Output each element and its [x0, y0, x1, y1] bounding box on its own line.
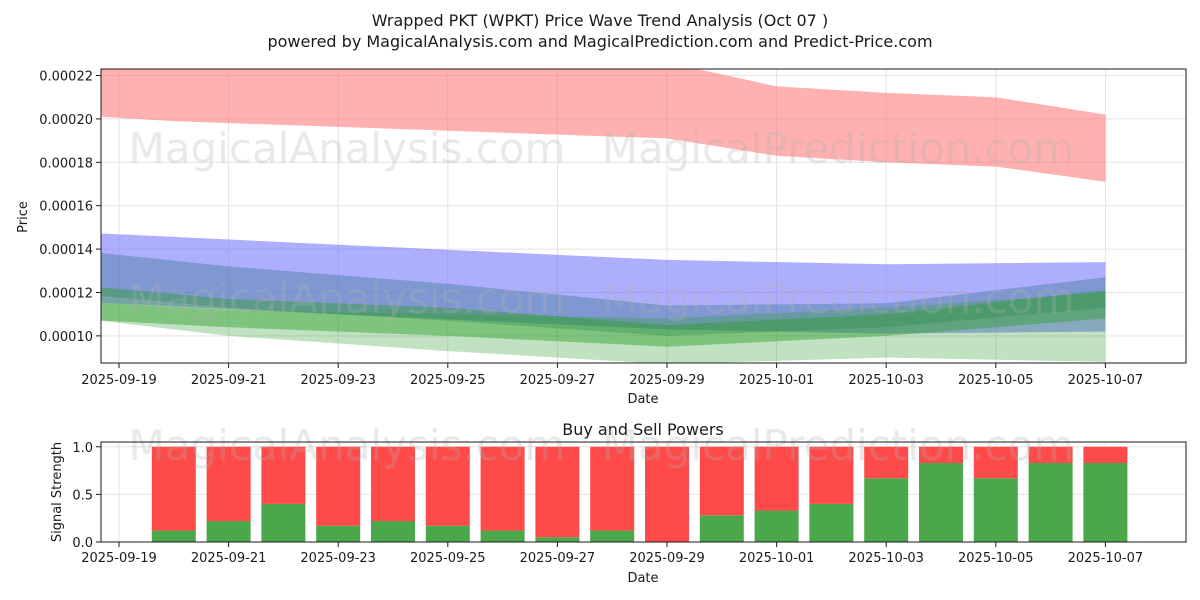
sell-bar	[535, 446, 580, 538]
buy-bar	[1028, 462, 1073, 542]
signal-x-tick-label: 2025-10-05	[958, 551, 1034, 566]
price-watermarks: MagicalAnalysis.com MagicalPrediction.co…	[129, 124, 1075, 323]
sell-bar	[699, 446, 744, 516]
signal-x-ticks: 2025-09-19 2025-09-21 2025-09-23 2025-09-25…	[81, 542, 1143, 566]
sell-bar	[809, 446, 854, 504]
buy-bar	[1083, 462, 1128, 542]
sell-bar	[151, 446, 196, 531]
price-x-ticks: 2025-09-19 2025-09-21 2025-09-23 2025-09-25…	[81, 363, 1143, 388]
buy-bar	[699, 515, 744, 542]
price-axes-frame	[100, 68, 1187, 364]
signal-panel: Buy and Sell Powers MagicalAnalysis.com …	[50, 420, 1187, 586]
buy-bar	[919, 462, 963, 542]
buy-bar	[535, 537, 580, 542]
buy-bar	[206, 521, 251, 542]
sell-bar	[590, 446, 635, 531]
price-y-tick-label: 0.00010	[39, 330, 93, 345]
signal-bars	[151, 446, 1128, 542]
sell-bar	[973, 446, 1018, 479]
sell-bar	[1083, 446, 1128, 463]
price-x-tick-label: 2025-10-01	[739, 373, 815, 388]
buy-bar	[590, 530, 635, 542]
signal-x-tick-label: 2025-09-29	[629, 551, 705, 566]
price-y-tick-label: 0.00022	[39, 70, 93, 85]
sell-bar	[206, 446, 251, 522]
chart-subtitle: powered by MagicalAnalysis.com and Magic…	[267, 32, 932, 51]
price-x-label: Date	[627, 392, 658, 407]
price-x-tick-label: 2025-09-19	[81, 373, 157, 388]
buy-bar	[371, 521, 415, 542]
watermark-analysis-2: MagicalAnalysis.com	[129, 274, 566, 323]
signal-x-tick-label: 2025-09-21	[191, 551, 267, 566]
sell-bar	[864, 446, 909, 479]
buy-bar	[754, 510, 799, 542]
price-y-tick-label: 0.00018	[39, 156, 93, 171]
buy-bar	[809, 503, 854, 542]
signal-y-tick-label: 1.0	[72, 441, 93, 456]
signal-x-tick-label: 2025-10-03	[848, 551, 924, 566]
price-x-tick-label: 2025-09-27	[520, 373, 596, 388]
buy-bar	[480, 530, 525, 542]
price-x-tick-label: 2025-10-07	[1068, 373, 1144, 388]
buy-bar	[864, 478, 909, 542]
buy-bar	[261, 503, 306, 542]
price-x-tick-label: 2025-09-25	[410, 373, 486, 388]
price-y-tick-label: 0.00012	[39, 286, 93, 301]
watermark-analysis: MagicalAnalysis.com	[129, 124, 566, 173]
signal-y-tick-label: 0.0	[72, 536, 93, 551]
band-teal_wave	[101, 252, 1106, 336]
signal-title: Buy and Sell Powers	[562, 420, 724, 439]
price-wave-bands	[101, 69, 1106, 363]
price-x-tick-label: 2025-09-29	[629, 373, 705, 388]
signal-x-label: Date	[627, 571, 658, 586]
band-green_wave_core	[101, 287, 1106, 347]
band-blue_wave	[101, 233, 1106, 334]
sell-bar	[645, 446, 689, 542]
price-y-ticks: 0.00010 0.00012 0.00014 0.00016 0.00018 0.000…	[39, 70, 101, 345]
signal-x-tick-label: 2025-10-07	[1068, 551, 1144, 566]
signal-x-tick-label: 2025-09-23	[300, 551, 376, 566]
price-y-tick-label: 0.00016	[39, 200, 93, 215]
price-y-tick-label: 0.00014	[39, 243, 93, 258]
signal-y-ticks: 0.0 0.5 1.0	[72, 441, 101, 551]
watermark-prediction-3: MagicalPrediction.com	[602, 421, 1075, 470]
band-green_wave_wide	[101, 292, 1106, 363]
signal-y-tick-label: 0.5	[72, 488, 93, 503]
buy-bar	[425, 525, 470, 542]
sell-bar	[754, 446, 799, 511]
signal-x-tick-label: 2025-10-01	[739, 551, 815, 566]
signal-axes-frame	[100, 441, 1187, 543]
sell-bar	[261, 446, 306, 504]
sell-bar	[919, 446, 963, 463]
signal-x-tick-label: 2025-09-27	[520, 551, 596, 566]
sell-bar	[371, 446, 415, 522]
sell-bar	[1028, 446, 1073, 463]
watermark-prediction-2: MagicalPrediction.com	[602, 274, 1075, 323]
price-x-tick-label: 2025-09-21	[191, 373, 267, 388]
price-x-tick-label: 2025-09-23	[300, 373, 376, 388]
price-panel: MagicalAnalysis.com MagicalPrediction.co…	[16, 68, 1187, 407]
price-x-tick-label: 2025-10-05	[958, 373, 1034, 388]
watermark-analysis-3: MagicalAnalysis.com	[129, 421, 566, 470]
band-red_wave	[101, 69, 1106, 182]
signal-x-tick-label: 2025-09-19	[81, 551, 157, 566]
buy-bar	[151, 530, 196, 542]
sell-bar	[425, 446, 470, 526]
signal-y-label: Signal Strength	[50, 442, 65, 542]
signal-x-tick-label: 2025-09-25	[410, 551, 486, 566]
sell-bar	[316, 446, 361, 526]
sell-bar	[480, 446, 525, 531]
buy-bar	[316, 525, 361, 542]
chart-title: Wrapped PKT (WPKT) Price Wave Trend Anal…	[372, 11, 828, 30]
price-x-tick-label: 2025-10-03	[848, 373, 924, 388]
price-y-label: Price	[16, 201, 31, 233]
watermark-prediction: MagicalPrediction.com	[602, 124, 1075, 173]
buy-bar	[973, 478, 1018, 542]
price-y-tick-label: 0.00020	[39, 113, 93, 128]
